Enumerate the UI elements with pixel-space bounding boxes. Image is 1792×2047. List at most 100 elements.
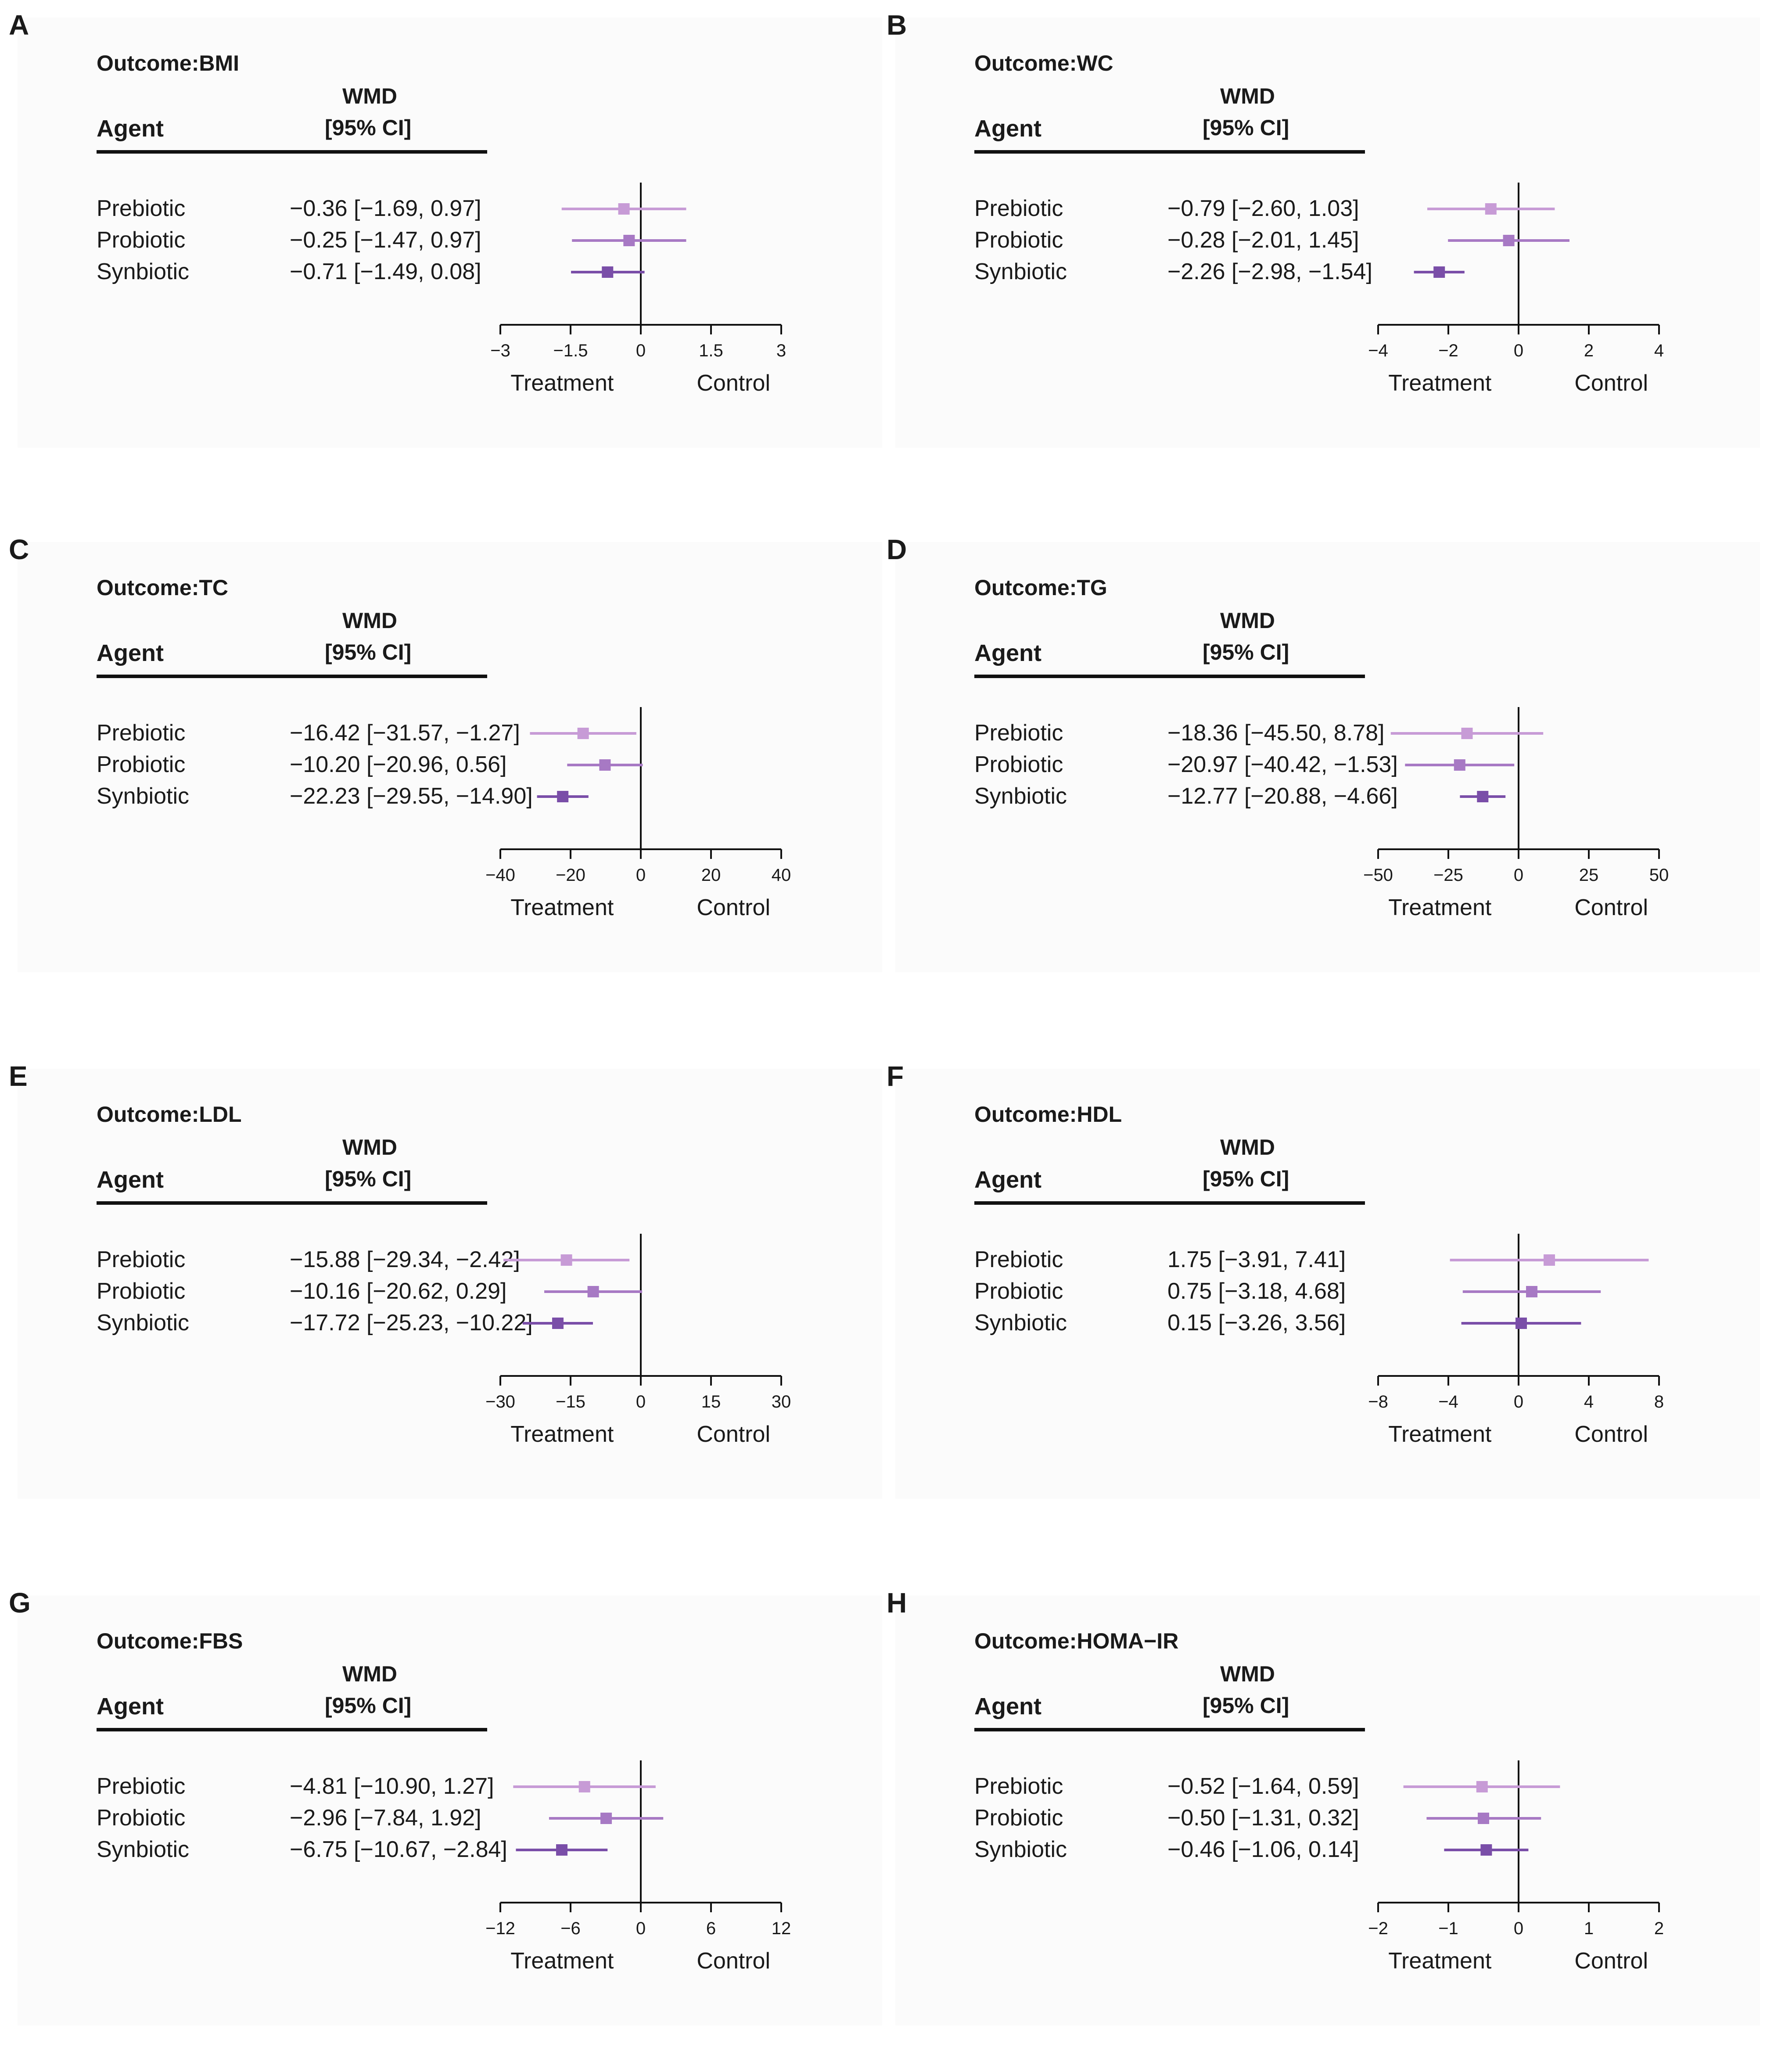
x-tick-label: 0 — [636, 341, 646, 360]
x-tick-label: −6 — [560, 1919, 581, 1938]
x-tick-label: −1.5 — [553, 341, 588, 360]
agent-label: Probiotic — [974, 227, 1063, 253]
control-label: Control — [1574, 370, 1648, 396]
forest-panel-d: D Outcome:TG WMD [95% CI] Agent Prebiotic −18.… — [887, 533, 1760, 972]
estimate-label: −22.23 [−29.55, −14.90] — [290, 783, 533, 809]
forest-plot: −30 −15 0 15 30 Treatment Control — [485, 1234, 791, 1447]
point-estimate-marker — [560, 1254, 572, 1266]
estimate-label: −16.42 [−31.57, −1.27] — [290, 720, 520, 746]
point-estimate-marker — [623, 235, 635, 246]
treatment-label: Treatment — [1388, 1948, 1492, 1974]
forest-panel-a: A Outcome:BMI WMD [95% CI] Agent Prebiotic −0.… — [9, 9, 882, 448]
point-estimate-marker — [1544, 1254, 1555, 1266]
x-tick-label: −25 — [1433, 865, 1463, 885]
header-ci: [95% CI] — [325, 640, 412, 664]
x-tick-label: −2 — [1438, 341, 1458, 360]
treatment-label: Treatment — [510, 370, 614, 396]
x-tick-label: −2 — [1368, 1919, 1388, 1938]
header-wmd: WMD — [1220, 1662, 1275, 1686]
estimate-label: −12.77 [−20.88, −4.66] — [1167, 783, 1398, 809]
estimate-label: −15.88 [−29.34, −2.42] — [290, 1247, 520, 1272]
estimate-label: −20.97 [−40.42, −1.53] — [1167, 752, 1398, 777]
point-estimate-marker — [552, 1318, 564, 1329]
agent-label: Prebiotic — [97, 196, 186, 221]
x-tick-label: 8 — [1654, 1392, 1664, 1411]
point-estimate-marker — [578, 1781, 590, 1792]
estimate-label: −0.52 [−1.64, 0.59] — [1167, 1774, 1359, 1799]
forest-panel-e: E Outcome:LDL WMD [95% CI] Agent Prebiotic −15… — [9, 1060, 882, 1499]
agent-label: Prebiotic — [974, 1247, 1063, 1272]
x-tick-label: −15 — [556, 1392, 585, 1411]
panel-background — [895, 1595, 1760, 2025]
treatment-label: Treatment — [1388, 370, 1492, 396]
outcome-title: Outcome:BMI — [97, 51, 239, 75]
header-rule — [974, 150, 1365, 154]
panel-background — [18, 1595, 882, 2025]
outcome-title: Outcome:TG — [974, 575, 1107, 600]
agent-label: Probiotic — [974, 1278, 1063, 1304]
x-tick-label: −20 — [556, 865, 585, 885]
outcome-title: Outcome:HDL — [974, 1102, 1122, 1127]
header-ci: [95% CI] — [325, 1693, 412, 1718]
header-agent: Agent — [974, 640, 1041, 666]
header-wmd: WMD — [1220, 1135, 1275, 1160]
x-tick-label: 40 — [772, 865, 791, 885]
panel-background — [18, 1069, 882, 1499]
estimate-label: 0.15 [−3.26, 3.56] — [1167, 1310, 1346, 1336]
outcome-title: Outcome:FBS — [97, 1629, 243, 1653]
agent-label: Prebiotic — [97, 1247, 186, 1272]
treatment-label: Treatment — [1388, 1422, 1492, 1447]
forest-plot: −40 −20 0 20 40 Treatment Control — [485, 707, 791, 920]
estimate-label: −6.75 [−10.67, −2.84] — [290, 1837, 507, 1862]
outcome-title: Outcome:LDL — [97, 1102, 242, 1127]
point-estimate-marker — [1478, 1813, 1489, 1824]
point-estimate-marker — [599, 759, 611, 771]
control-label: Control — [697, 895, 770, 920]
header-wmd: WMD — [342, 608, 397, 633]
panel-background — [18, 18, 882, 448]
x-tick-label: 25 — [1579, 865, 1599, 885]
agent-label: Probiotic — [974, 752, 1063, 777]
point-estimate-marker — [577, 728, 589, 739]
panel-background — [895, 18, 1760, 448]
x-tick-label: −4 — [1368, 341, 1388, 360]
header-ci: [95% CI] — [1203, 115, 1289, 140]
x-tick-label: 50 — [1649, 865, 1669, 885]
point-estimate-marker — [1480, 1844, 1492, 1856]
control-label: Control — [1574, 895, 1648, 920]
agent-label: Prebiotic — [974, 720, 1063, 746]
agent-label: Probiotic — [97, 227, 186, 253]
agent-label: Probiotic — [97, 752, 186, 777]
forest-plot: −2 −1 0 1 2 Treatment Control — [1368, 1760, 1664, 1974]
header-wmd: WMD — [342, 1135, 397, 1160]
header-ci: [95% CI] — [1203, 1693, 1289, 1718]
forest-plot: −4 −2 0 2 4 Treatment Control — [1368, 183, 1664, 396]
forest-plot: −12 −6 0 6 12 Treatment Control — [485, 1760, 791, 1974]
header-agent: Agent — [974, 1693, 1041, 1720]
header-rule — [97, 675, 487, 678]
x-tick-label: 4 — [1654, 341, 1664, 360]
x-tick-label: 2 — [1584, 341, 1594, 360]
agent-label: Probiotic — [97, 1805, 186, 1831]
control-label: Control — [1574, 1948, 1648, 1974]
header-rule — [97, 150, 487, 154]
estimate-label: −0.36 [−1.69, 0.97] — [290, 196, 481, 221]
point-estimate-marker — [1433, 266, 1445, 278]
forest-panel-c: C Outcome:TC WMD [95% CI] Agent Prebiotic −16.… — [9, 533, 882, 972]
agent-label: Synbiotic — [97, 1310, 189, 1336]
control-label: Control — [697, 1948, 770, 1974]
x-tick-label: 0 — [636, 865, 646, 885]
estimate-label: −4.81 [−10.90, 1.27] — [290, 1774, 494, 1799]
point-estimate-marker — [1461, 728, 1473, 739]
x-tick-label: 12 — [772, 1919, 791, 1938]
header-rule — [974, 1201, 1365, 1205]
point-estimate-marker — [587, 1286, 599, 1297]
point-estimate-marker — [1485, 203, 1497, 215]
x-tick-label: 0 — [1514, 1392, 1523, 1411]
header-ci: [95% CI] — [325, 1167, 412, 1191]
agent-label: Synbiotic — [97, 783, 189, 809]
x-tick-label: 1 — [1584, 1919, 1594, 1938]
point-estimate-marker — [602, 266, 614, 278]
header-agent: Agent — [974, 1167, 1041, 1193]
panel-letter: C — [9, 534, 29, 565]
